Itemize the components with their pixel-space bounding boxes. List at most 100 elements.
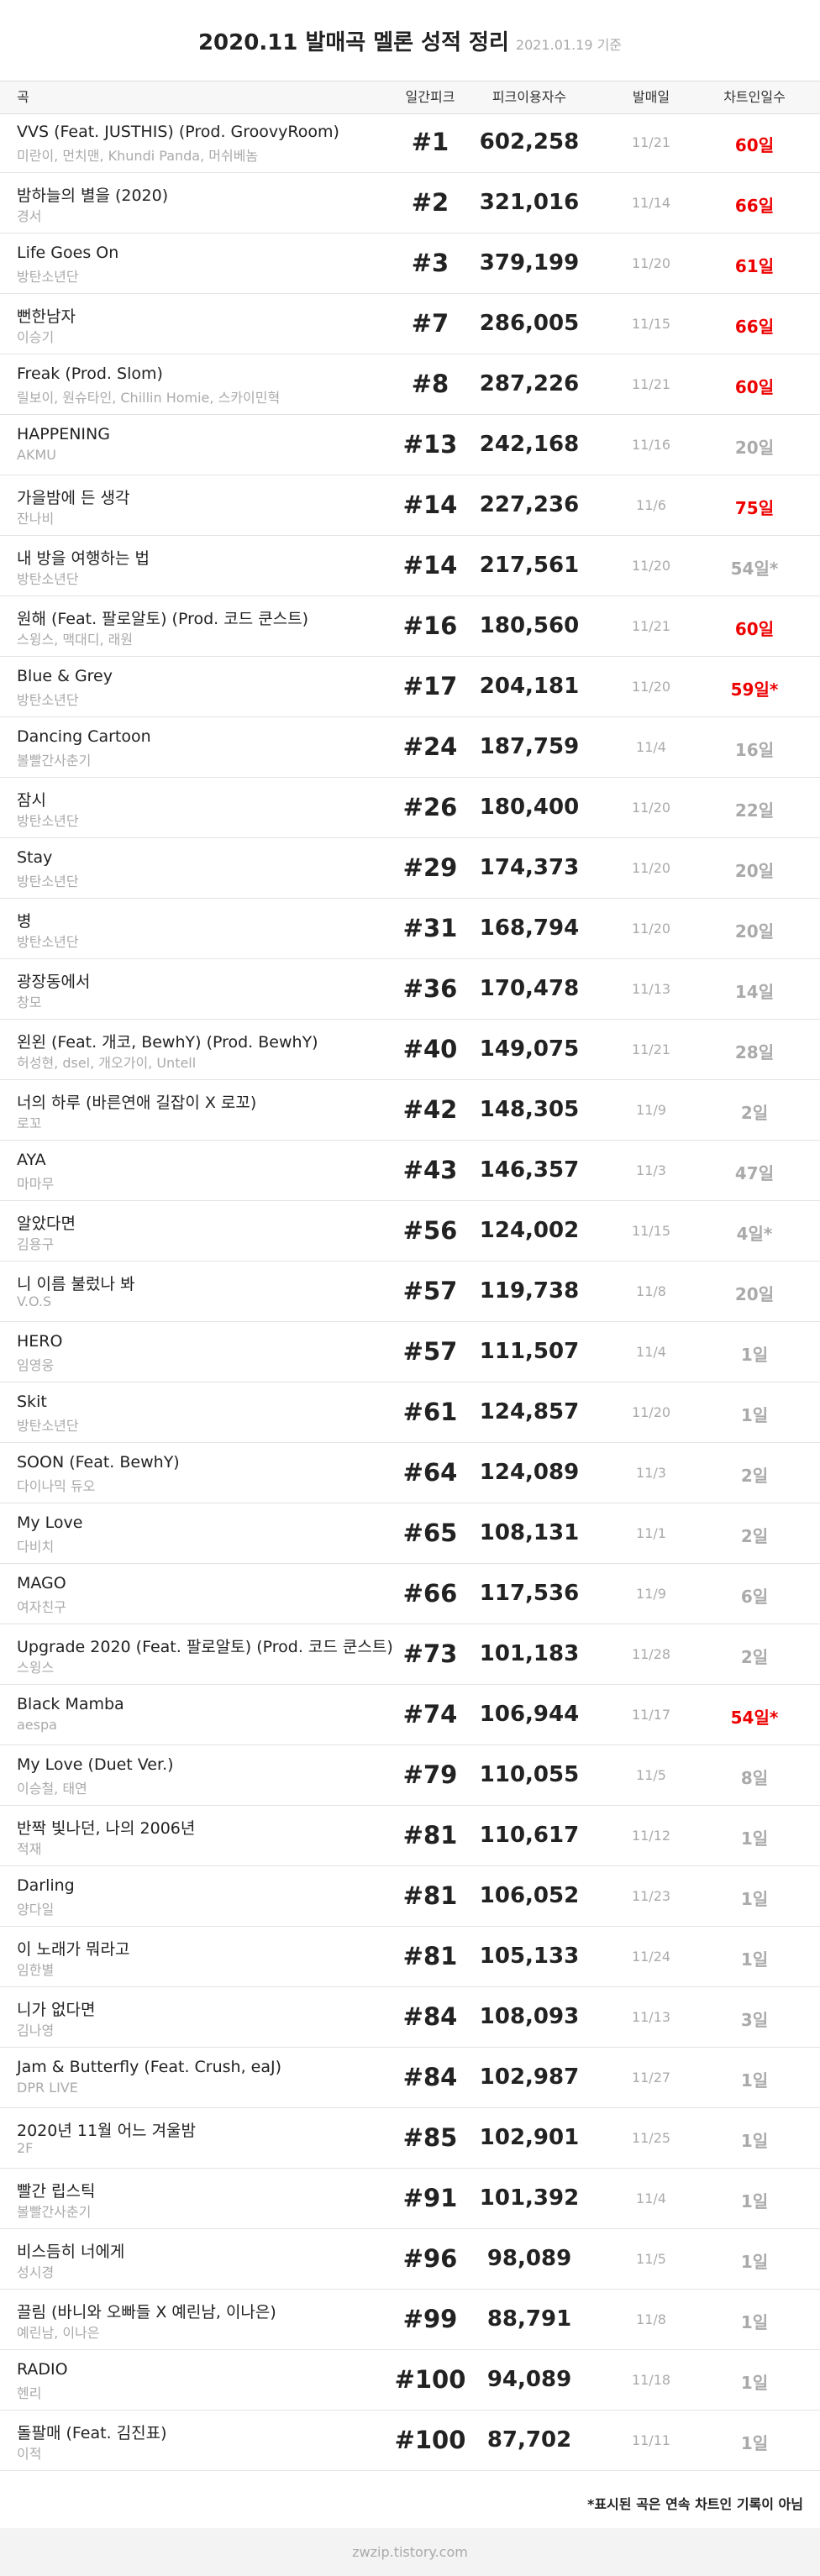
chart-days: 60일 [734, 619, 775, 639]
chart-days: 1일 [740, 2433, 769, 2453]
peak-users: 242,168 [479, 432, 580, 457]
release-date: 11/20 [631, 679, 671, 695]
chart-days: 1일 [740, 2373, 769, 2393]
song-title: Blue & Grey [17, 667, 113, 685]
artist: 경서 [17, 208, 42, 224]
daily-peak: #57 [402, 1277, 458, 1305]
song-title: Darling [17, 1876, 75, 1895]
song-title: 잠시 [17, 791, 46, 810]
song-title: 밤하늘의 별을 (2020) [17, 186, 169, 205]
peak-users: 105,133 [479, 1944, 580, 1969]
daily-peak: #91 [402, 2184, 458, 2212]
table-row: 가을밤에 든 생각 잔나비 #14 227,236 11/6 75일 [0, 475, 820, 536]
peak-users: 321,016 [479, 190, 580, 215]
table-row: Dancing Cartoon 볼빨간사춘기 #24 187,759 11/4 16일 [0, 717, 820, 778]
column-header: 피크이용자수 [491, 89, 567, 105]
table-row: 광장동에서 창모 #36 170,478 11/13 14일 [0, 959, 820, 1020]
peak-users: 124,857 [479, 1399, 580, 1424]
artist: AKMU [17, 447, 56, 463]
table-row: Darling 양다일 #81 106,052 11/23 1일 [0, 1866, 820, 1927]
table-row: AYA 마마무 #43 146,357 11/3 47일 [0, 1141, 820, 1201]
release-date: 11/21 [631, 376, 671, 392]
chart-days: 47일 [734, 1163, 775, 1183]
chart-days: 1일 [740, 1828, 769, 1849]
artist: 이적 [17, 2446, 42, 2462]
chart-days: 60일 [734, 377, 775, 397]
table-row: 비스듬히 너에게 성시경 #96 98,089 11/5 1일 [0, 2229, 820, 2290]
column-header: 차트인일수 [723, 89, 786, 105]
daily-peak: #56 [402, 1216, 458, 1245]
release-date: 11/4 [636, 739, 666, 755]
daily-peak: #26 [402, 793, 458, 821]
release-date: 11/4 [636, 2190, 666, 2206]
table-row: 병 방탄소년단 #31 168,794 11/20 20일 [0, 899, 820, 959]
artist: 로꼬 [17, 1115, 42, 1131]
daily-peak: #74 [402, 1700, 458, 1729]
table-row: HERO 임영웅 #57 111,507 11/4 1일 [0, 1322, 820, 1382]
song-title: Stay [17, 848, 53, 867]
daily-peak: #8 [411, 370, 449, 398]
artist: 임영웅 [17, 1357, 55, 1373]
song-title: HAPPENING [17, 425, 110, 443]
release-date: 11/20 [631, 1404, 671, 1420]
chart-days: 8일 [740, 1768, 769, 1788]
artist: 적재 [17, 1841, 42, 1857]
song-title: Black Mamba [17, 1695, 124, 1713]
artist: 임한별 [17, 1962, 55, 1978]
artist: V.O.S [17, 1293, 52, 1309]
chart-days: 54일* [730, 559, 779, 579]
peak-users: 227,236 [479, 492, 580, 517]
release-date: 11/3 [636, 1162, 666, 1178]
chart-days: 1일 [740, 1345, 769, 1365]
peak-users: 180,400 [479, 795, 580, 820]
column-header: 일간피크 [405, 89, 455, 105]
release-date: 11/8 [636, 1283, 666, 1299]
daily-peak: #84 [402, 2063, 458, 2091]
artist: 예린남, 이나은 [17, 2325, 100, 2341]
table-row: Blue & Grey 방탄소년단 #17 204,181 11/20 59일* [0, 657, 820, 717]
table-row: 잠시 방탄소년단 #26 180,400 11/20 22일 [0, 778, 820, 838]
chart-days: 20일 [734, 861, 775, 881]
daily-peak: #81 [402, 1821, 458, 1849]
release-date: 11/11 [631, 2432, 671, 2448]
song-title: 가을밤에 든 생각 [17, 489, 130, 507]
song-title: My Love [17, 1514, 83, 1532]
table-row: Black Mamba aespa #74 106,944 11/17 54일* [0, 1685, 820, 1745]
daily-peak: #17 [402, 672, 458, 700]
artist: 방탄소년단 [17, 1418, 79, 1434]
release-date: 11/4 [636, 1344, 666, 1360]
peak-users: 204,181 [479, 674, 580, 699]
table-row: 니 이름 불렀나 봐 V.O.S #57 119,738 11/8 20일 [0, 1262, 820, 1322]
chart-days: 3일 [740, 2010, 769, 2030]
daily-peak: #14 [402, 551, 458, 580]
peak-users: 168,794 [479, 916, 580, 941]
artist: 릴보이, 원슈타인, Chillin Homie, 스카이민혁 [17, 390, 281, 406]
table-row: 이 노래가 뭐라고 임한별 #81 105,133 11/24 1일 [0, 1927, 820, 1987]
daily-peak: #2 [411, 188, 449, 217]
song-title: SOON (Feat. BewhY) [17, 1453, 180, 1472]
daily-peak: #66 [402, 1579, 458, 1608]
table-row: Stay 방탄소년단 #29 174,373 11/20 20일 [0, 838, 820, 899]
song-title: My Love (Duet Ver.) [17, 1755, 174, 1774]
chart-days: 20일 [734, 1284, 775, 1304]
table-row: 밤하늘의 별을 (2020) 경서 #2 321,016 11/14 66일 [0, 173, 820, 233]
chart-days: 2일 [740, 1526, 769, 1546]
footnote: *표시된 곡은 연속 차트인 기록이 아님 [586, 2496, 803, 2512]
table-row: Freak (Prod. Slom) 릴보이, 원슈타인, Chillin Hom… [0, 354, 820, 415]
song-title: 2020년 11월 어느 겨울밤 [17, 2122, 197, 2140]
peak-users: 379,199 [479, 250, 580, 275]
chart-days: 54일* [730, 1708, 779, 1728]
artist: 김나영 [17, 2023, 55, 2038]
table-row: 니가 없다면 김나영 #84 108,093 11/13 3일 [0, 1987, 820, 2048]
artist: 헨리 [17, 2385, 42, 2401]
artist: 여자친구 [17, 1599, 66, 1615]
table-row: 끌림 (바니와 오빠들 X 예린남, 이나은) 예린남, 이나은 #99 88,791… [0, 2290, 820, 2350]
table-row: My Love 다비치 #65 108,131 11/1 2일 [0, 1503, 820, 1564]
artist: 허성현, dsel, 개오가이, Untell [17, 1055, 197, 1071]
peak-users: 106,052 [479, 1883, 580, 1908]
song-title: 반짝 빛나던, 나의 2006년 [17, 1819, 196, 1838]
artist: 양다일 [17, 1902, 55, 1918]
table-row: SOON (Feat. BewhY) 다이나믹 듀오 #64 124,089 11/3 2… [0, 1443, 820, 1503]
artist: 방탄소년단 [17, 934, 79, 950]
